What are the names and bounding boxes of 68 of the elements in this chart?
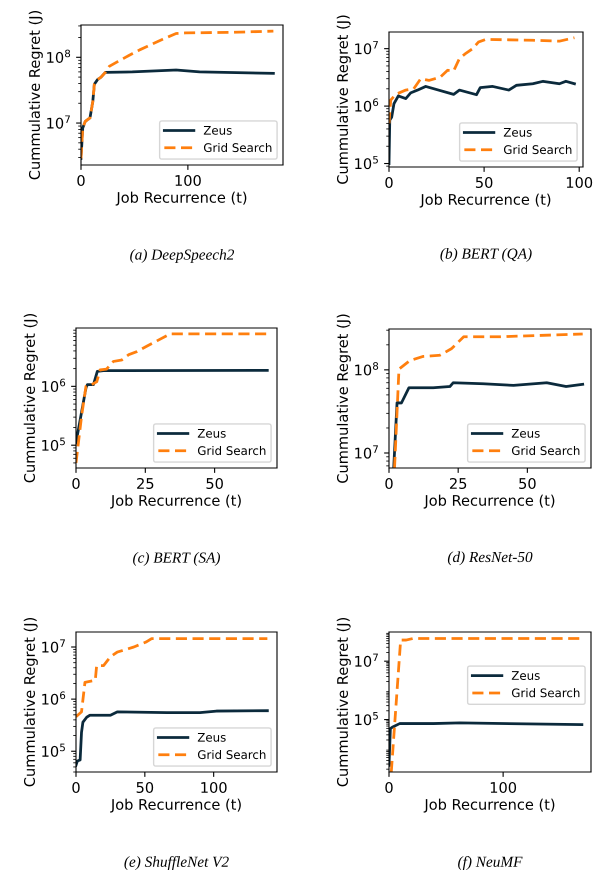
- x-tick-label: 0: [77, 174, 85, 186]
- x-tick-label: 0: [72, 782, 80, 794]
- y-tick-label: 10$^{7}$: [355, 41, 378, 54]
- x-tick-label: 50: [519, 478, 536, 490]
- y-axis-title: Cummulative Regret (J): [336, 618, 351, 786]
- x-tick-label: 50: [476, 176, 492, 188]
- text: (a) DeepSpeech2: [130, 249, 234, 263]
- x-tick-label: 25: [450, 478, 466, 490]
- y-tick-label: 10$^{8}$: [355, 362, 378, 376]
- x-axis-title: Job Recurrence (t): [116, 192, 246, 206]
- line-series: [389, 80, 576, 165]
- legend-label: Zeus: [204, 126, 232, 135]
- x-axis-title: Job Recurrence (t): [110, 798, 241, 813]
- text: (f) NeuMF: [458, 856, 523, 870]
- y-tick-label: 10$^{6}$: [42, 378, 66, 392]
- y-tick-label: 10$^{5}$: [355, 712, 378, 726]
- x-tick-label: 0: [385, 176, 393, 188]
- x-tick-label: 25: [137, 478, 154, 490]
- legend-label: Grid Search: [198, 446, 266, 456]
- legend-label: Zeus: [198, 428, 226, 438]
- y-tick-label: 10$^{5}$: [355, 156, 378, 170]
- y-axis-title: Cummulative Regret (J): [24, 314, 38, 482]
- line-series: [389, 36, 576, 125]
- line-series: [393, 332, 584, 468]
- legend-label: Zeus: [198, 732, 226, 742]
- legend-label: Grid Search: [512, 446, 580, 456]
- x-tick-label: 100: [201, 782, 227, 794]
- y-tick-label: 10$^{7}$: [47, 115, 70, 129]
- x-axis-title: Job Recurrence (t): [424, 798, 554, 813]
- line-series: [389, 722, 584, 767]
- x-axis-title: Job Recurrence (t): [420, 194, 550, 208]
- x-tick-label: 50: [136, 782, 154, 794]
- x-tick-label: 0: [72, 478, 80, 490]
- legend-label: Grid Search: [504, 144, 572, 154]
- legend-label: Zeus: [512, 428, 540, 438]
- y-axis-title: Cummulative Regret (J): [336, 314, 351, 483]
- y-axis-title: Cummulative Regret (J): [28, 11, 43, 180]
- text: (d) ResNet-50: [448, 551, 532, 566]
- y-tick-label: 10$^{7}$: [355, 445, 378, 459]
- legend-label: Zeus: [504, 128, 532, 137]
- legend-label: Grid Search: [198, 750, 266, 760]
- x-tick-label: 100: [176, 174, 201, 186]
- line-series: [81, 30, 275, 160]
- y-tick-label: 10$^{7}$: [42, 639, 65, 653]
- y-tick-label: 10$^{5}$: [42, 438, 65, 451]
- x-tick-label: 100: [490, 782, 516, 794]
- x-axis-title: Job Recurrence (t): [424, 494, 554, 509]
- x-tick-label: 50: [206, 478, 223, 490]
- y-axis-title: Cummulative Regret (J): [24, 618, 38, 786]
- y-tick-label: 10$^{6}$: [42, 691, 66, 705]
- x-tick-label: 0: [385, 782, 393, 794]
- line-series: [76, 709, 269, 767]
- legend-label: Zeus: [512, 671, 540, 680]
- y-tick-label: 10$^{6}$: [355, 98, 378, 112]
- y-tick-label: 10$^{8}$: [47, 50, 70, 63]
- legend-label: Grid Search: [204, 142, 272, 152]
- x-axis-title: Job Recurrence (t): [110, 494, 241, 509]
- y-tick-label: 10$^{7}$: [355, 654, 378, 667]
- x-tick-label: 100: [566, 176, 592, 188]
- line-series: [76, 332, 269, 464]
- legend-label: Grid Search: [512, 688, 580, 698]
- y-tick-label: 10$^{5}$: [42, 744, 65, 757]
- line-series: [76, 637, 269, 718]
- text: (c) BERT (SA): [133, 552, 220, 566]
- text: (e) ShuffleNet V2: [124, 856, 229, 870]
- y-axis-title: Cummulative Regret (J): [336, 16, 351, 184]
- text: (b) BERT (QA): [440, 248, 532, 262]
- x-tick-label: 0: [385, 478, 393, 490]
